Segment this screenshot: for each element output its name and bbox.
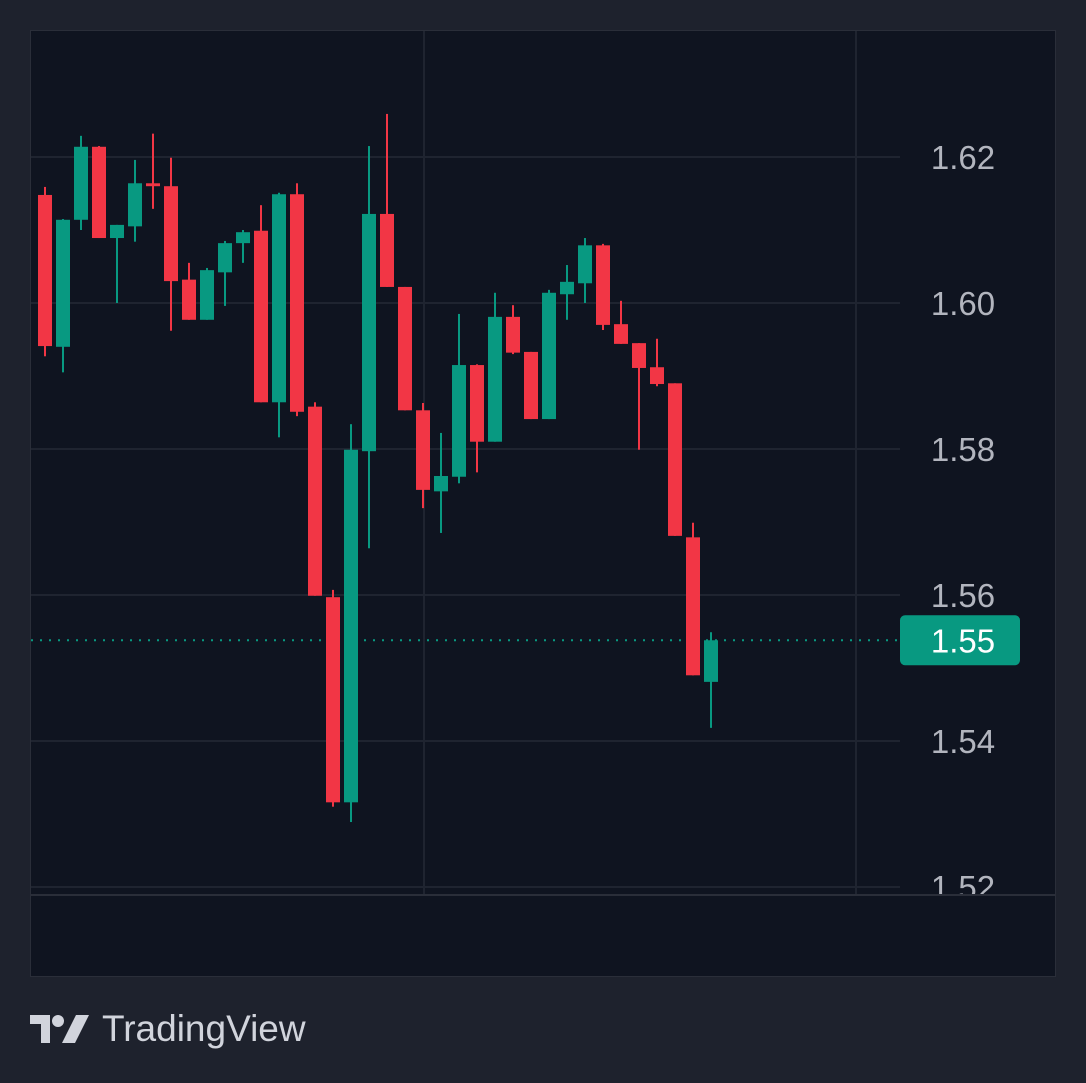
candle bbox=[146, 133, 160, 209]
price-tick-label: 1.54 bbox=[931, 723, 995, 760]
candle-body bbox=[74, 146, 88, 220]
candle bbox=[272, 192, 286, 438]
last-price-label: 1.55 bbox=[931, 622, 995, 659]
candle bbox=[542, 289, 556, 420]
candle bbox=[128, 159, 142, 242]
candle-body bbox=[470, 365, 484, 442]
candle bbox=[686, 522, 700, 676]
candle-body bbox=[128, 183, 142, 227]
candle bbox=[74, 135, 88, 230]
candle-wick bbox=[152, 133, 154, 209]
candle bbox=[254, 205, 268, 403]
candle bbox=[290, 183, 304, 417]
chart-panel[interactable] bbox=[30, 30, 1056, 977]
candle-body bbox=[326, 597, 340, 803]
candle bbox=[632, 343, 646, 450]
tradingview-logo[interactable]: TradingView bbox=[30, 1008, 306, 1050]
candle-body bbox=[308, 406, 322, 596]
price-tick-label: 1.58 bbox=[931, 431, 995, 468]
candle bbox=[506, 305, 520, 355]
candle-wick bbox=[224, 240, 226, 306]
candle-body bbox=[254, 230, 268, 403]
candle-body bbox=[506, 316, 520, 353]
candle-wick bbox=[242, 230, 244, 263]
candle bbox=[182, 262, 196, 320]
candle-body bbox=[578, 245, 592, 284]
price-tick-label: 1.56 bbox=[931, 577, 995, 614]
candle-wick bbox=[116, 224, 118, 303]
candle-body bbox=[218, 243, 232, 273]
candle-wick bbox=[386, 113, 388, 287]
candle-body bbox=[416, 410, 430, 490]
candle bbox=[164, 157, 178, 331]
candle-body bbox=[38, 194, 52, 347]
candle-body bbox=[56, 219, 70, 347]
candle-body bbox=[452, 365, 466, 477]
candle-body bbox=[524, 351, 538, 420]
candle bbox=[470, 364, 484, 473]
candle bbox=[236, 230, 250, 263]
candle bbox=[416, 403, 430, 509]
candle-body bbox=[434, 476, 448, 492]
candle-wick bbox=[656, 338, 658, 387]
candle-body bbox=[488, 316, 502, 442]
candle bbox=[452, 313, 466, 484]
plot-area bbox=[31, 31, 900, 894]
price-tick-label: 1.62 bbox=[931, 139, 995, 176]
candle bbox=[200, 267, 214, 320]
candle bbox=[614, 300, 628, 344]
candle-body bbox=[344, 449, 358, 803]
candle-wick bbox=[638, 343, 640, 450]
candle-body bbox=[668, 383, 682, 536]
candle-body bbox=[632, 343, 646, 368]
price-tick-label: 1.60 bbox=[931, 285, 995, 322]
logo-text: TradingView bbox=[102, 1008, 306, 1049]
candle bbox=[398, 286, 412, 411]
candle-body bbox=[290, 194, 304, 412]
candle bbox=[488, 292, 502, 442]
candle-body bbox=[362, 213, 376, 452]
candle bbox=[668, 383, 682, 536]
candle bbox=[704, 632, 718, 728]
candle-body bbox=[398, 286, 412, 411]
candle bbox=[560, 265, 574, 320]
candle-body bbox=[110, 224, 124, 239]
candle bbox=[596, 243, 610, 331]
tradingview-logo-icon bbox=[30, 1015, 89, 1043]
candle bbox=[578, 238, 592, 303]
candle bbox=[38, 186, 52, 357]
candle bbox=[56, 219, 70, 373]
candle bbox=[650, 338, 664, 387]
candle-body bbox=[650, 367, 664, 385]
candle-body bbox=[272, 194, 286, 403]
candle bbox=[110, 224, 124, 303]
candle bbox=[380, 113, 394, 287]
candle-wick bbox=[620, 300, 622, 344]
candle bbox=[308, 402, 322, 596]
candle-body bbox=[560, 281, 574, 295]
candle bbox=[344, 424, 358, 823]
candle-body bbox=[200, 270, 214, 320]
candle-body bbox=[182, 279, 196, 320]
candle-body bbox=[92, 146, 106, 239]
candle-body bbox=[704, 640, 718, 682]
candle-body bbox=[614, 324, 628, 344]
candle bbox=[362, 146, 376, 549]
candle-body bbox=[146, 183, 160, 187]
candle-body bbox=[236, 232, 250, 244]
candle-body bbox=[380, 213, 394, 287]
time-axis bbox=[31, 895, 1055, 976]
candle bbox=[434, 432, 448, 533]
candle bbox=[326, 589, 340, 807]
candle-body bbox=[686, 537, 700, 676]
candle-body bbox=[542, 292, 556, 420]
candle-body bbox=[164, 186, 178, 282]
candle bbox=[92, 146, 106, 239]
candle-body bbox=[596, 245, 610, 325]
candle bbox=[218, 240, 232, 306]
candle bbox=[524, 351, 538, 420]
last-price-badge bbox=[900, 615, 1020, 666]
